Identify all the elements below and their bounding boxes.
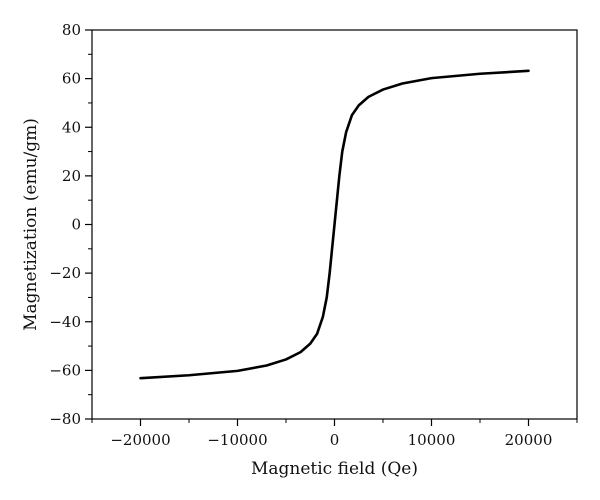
y-tick-label: 40 (62, 118, 81, 136)
y-tick-label: 80 (62, 21, 81, 39)
x-tick-label: 10000 (408, 431, 456, 449)
x-tick-label: 20000 (505, 431, 553, 449)
y-tick-label: 20 (62, 167, 81, 185)
y-tick-label: −80 (49, 410, 81, 428)
y-tick-label: −40 (49, 313, 81, 331)
x-tick-label: −20000 (110, 431, 170, 449)
y-axis-label: Magnetization (emu/gm) (21, 118, 41, 331)
x-tick-label: 0 (330, 431, 340, 449)
x-axis-label: Magnetic field (Qe) (251, 459, 418, 479)
x-tick-label: −10000 (207, 431, 267, 449)
y-tick-label: 0 (71, 216, 81, 234)
series-layer (139, 69, 530, 380)
y-tick-label: −60 (49, 361, 81, 379)
y-tick-label: 60 (62, 70, 81, 88)
series-line (139, 69, 530, 380)
y-tick-label: −20 (49, 264, 81, 282)
plot-frame (91, 29, 578, 420)
ticks-layer: −20000 −10000 0 10000 20000 −80 −60 −40 −20 0 20 40… (49, 21, 578, 449)
